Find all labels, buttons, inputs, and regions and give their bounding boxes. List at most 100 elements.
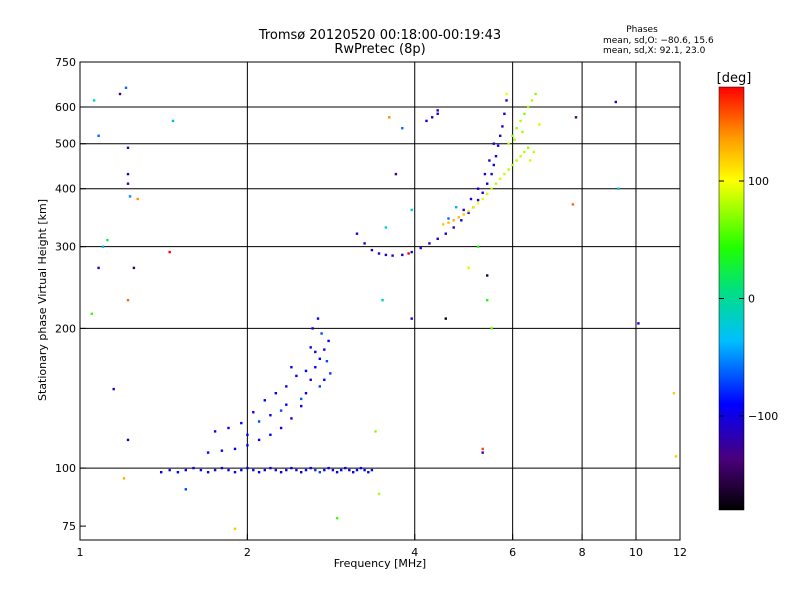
data-point	[637, 322, 640, 325]
x-tick-label: 4	[411, 546, 418, 559]
data-point	[388, 116, 391, 119]
data-point	[532, 150, 535, 154]
data-point	[309, 378, 312, 381]
data-point	[363, 242, 366, 245]
chart-title-line1: Tromsø 20120520 00:18:00-00:19:43	[258, 28, 501, 43]
data-point	[252, 468, 255, 472]
data-point	[285, 468, 288, 472]
data-point	[213, 430, 217, 433]
data-point	[488, 159, 491, 162]
data-point	[274, 392, 277, 395]
data-point	[128, 195, 132, 198]
data-point	[269, 414, 272, 417]
data-point	[257, 438, 261, 442]
data-point	[227, 468, 230, 472]
data-point	[492, 163, 495, 167]
data-point	[492, 142, 495, 145]
data-point	[507, 168, 510, 171]
data-point	[363, 468, 366, 472]
data-point	[206, 471, 210, 474]
data-point	[257, 420, 261, 423]
data-point	[171, 119, 175, 123]
data-point	[318, 357, 321, 360]
x-axis-label: Frequency [MHz]	[334, 557, 426, 570]
data-point	[314, 468, 317, 472]
data-point	[410, 317, 413, 320]
data-point	[106, 238, 109, 242]
data-point	[168, 250, 171, 254]
y-tick-label: 300	[55, 241, 76, 254]
data-point	[617, 187, 620, 190]
y-tick-label: 500	[55, 138, 76, 151]
data-point	[240, 421, 243, 425]
data-point	[467, 211, 470, 214]
y-axis-label: Stationary phase Virtual Height [km]	[36, 199, 49, 401]
data-point	[521, 130, 524, 134]
data-point	[496, 144, 500, 147]
data-point	[295, 468, 298, 472]
data-point	[486, 192, 489, 195]
data-point	[274, 468, 277, 472]
data-point	[519, 119, 522, 123]
data-point	[481, 451, 484, 454]
data-point	[503, 172, 506, 176]
data-point	[452, 219, 455, 222]
data-point	[340, 468, 343, 472]
data-point	[240, 468, 243, 472]
data-point	[381, 299, 384, 302]
data-point	[192, 466, 195, 470]
data-point	[97, 134, 100, 137]
data-point	[436, 109, 439, 112]
data-point	[124, 86, 128, 89]
data-point	[467, 209, 470, 213]
data-point	[126, 172, 130, 176]
data-point	[269, 466, 272, 470]
data-point	[527, 146, 530, 149]
y-tick-label: 75	[62, 520, 76, 533]
data-point	[316, 317, 320, 320]
data-point	[184, 488, 187, 491]
data-point	[486, 274, 489, 277]
data-point	[507, 142, 510, 145]
data-point	[335, 517, 339, 520]
data-point	[314, 366, 317, 369]
data-point	[476, 245, 480, 248]
data-point	[483, 172, 487, 176]
data-point	[472, 206, 475, 209]
colorbar-unit-label: [deg]	[717, 71, 752, 86]
data-point	[101, 245, 105, 248]
data-point	[499, 134, 502, 137]
data-point	[126, 182, 130, 185]
data-point	[314, 350, 317, 354]
data-point	[505, 99, 508, 102]
data-point	[246, 466, 249, 470]
data-point	[460, 219, 463, 222]
data-point	[401, 253, 404, 257]
data-point	[126, 299, 130, 302]
data-point	[279, 471, 283, 474]
data-point	[285, 403, 288, 406]
data-point	[410, 208, 413, 212]
data-point	[476, 187, 480, 190]
data-point	[263, 399, 266, 402]
data-point	[122, 477, 126, 480]
data-point	[503, 112, 506, 115]
data-point	[246, 433, 249, 436]
data-point	[490, 327, 493, 330]
data-point	[220, 466, 224, 470]
data-point	[515, 159, 518, 162]
chart-title-line2: RwPretec (8p)	[334, 42, 425, 57]
data-point	[304, 369, 308, 373]
data-point	[279, 426, 283, 430]
data-point	[304, 392, 308, 395]
data-point	[213, 468, 217, 472]
data-point	[428, 242, 431, 245]
data-point	[199, 468, 203, 472]
data-point	[323, 378, 326, 381]
data-point	[132, 266, 136, 270]
data-point	[309, 466, 312, 470]
data-point	[523, 112, 526, 115]
data-point	[355, 232, 359, 235]
